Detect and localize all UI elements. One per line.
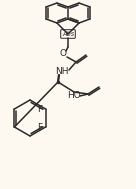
Text: HO: HO (67, 91, 81, 101)
Text: NH: NH (55, 67, 69, 75)
FancyBboxPatch shape (61, 30, 75, 38)
Text: F: F (37, 105, 43, 114)
Text: F: F (37, 122, 43, 132)
Text: Abs: Abs (62, 31, 74, 37)
Text: O: O (60, 50, 67, 59)
